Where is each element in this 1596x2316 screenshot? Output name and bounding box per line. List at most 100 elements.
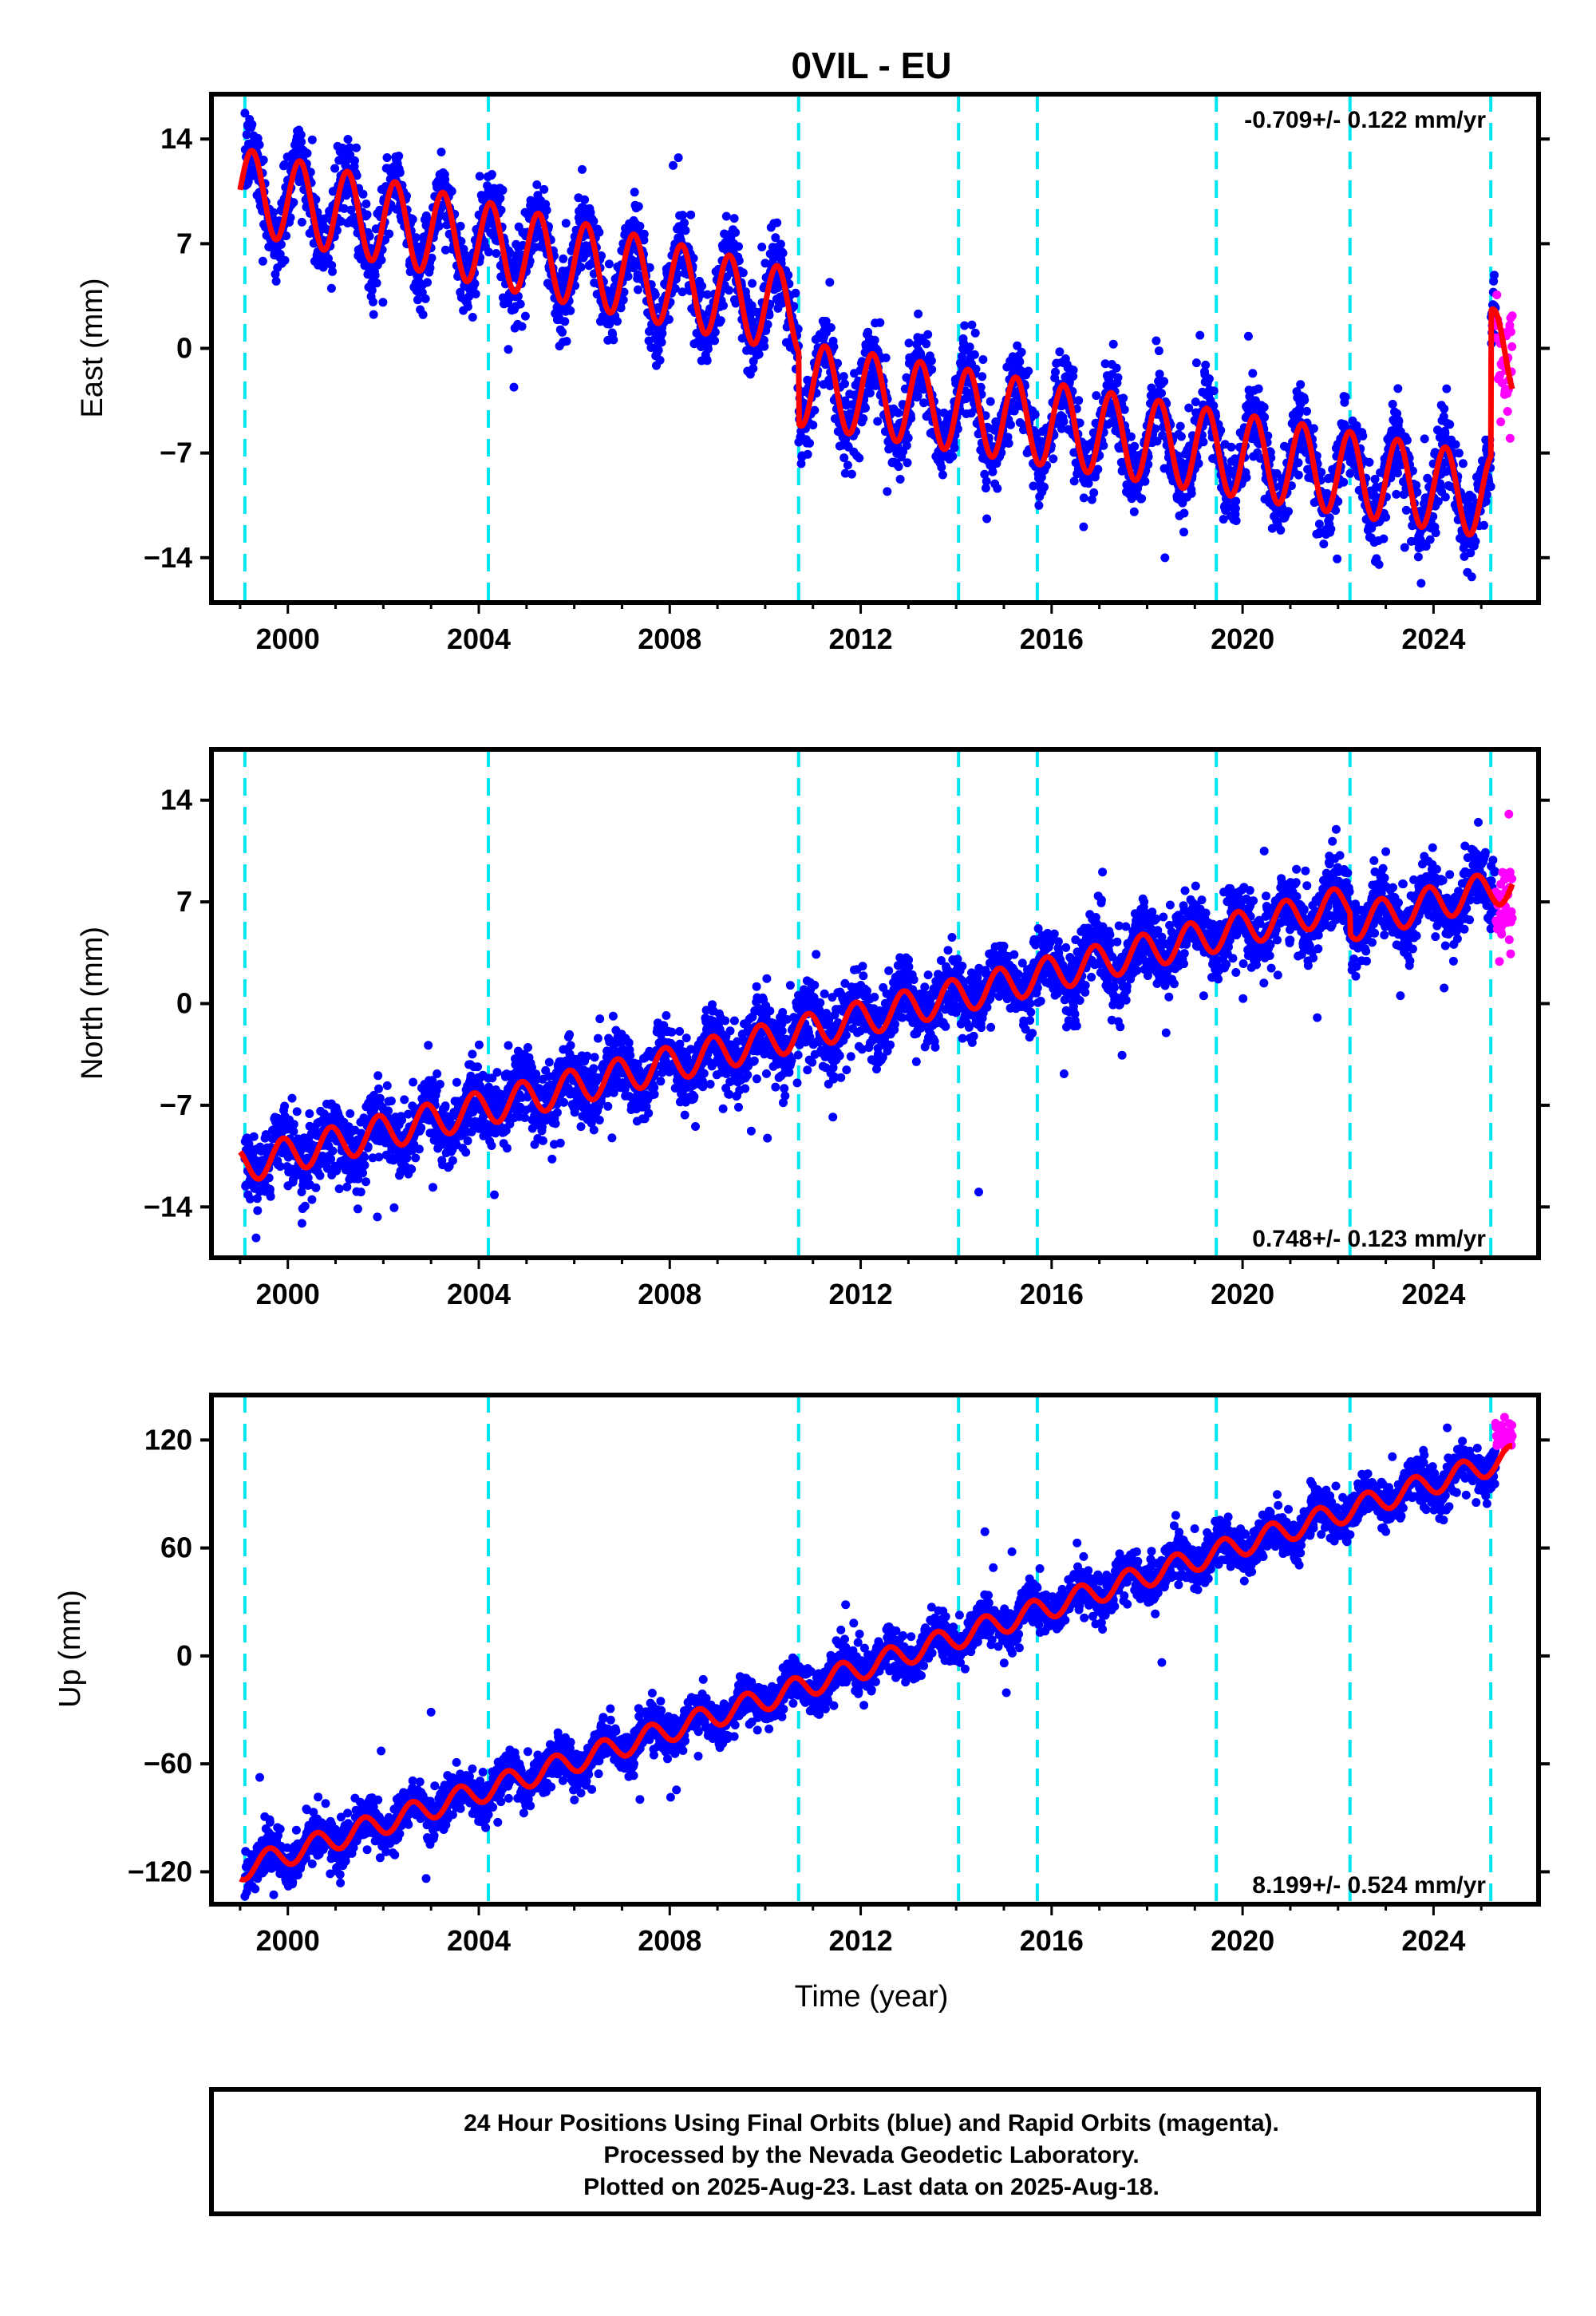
east-final-point	[903, 433, 913, 443]
east-rapid-point	[1507, 342, 1517, 351]
east-final-point	[378, 298, 388, 307]
east-final-point	[343, 135, 353, 144]
east-final-point	[903, 458, 912, 468]
east-y-tick-label: −7	[160, 437, 192, 469]
north-final-point	[490, 1190, 499, 1199]
north-final-point	[448, 1156, 457, 1165]
east-final-point	[655, 355, 665, 365]
east-final-point	[870, 335, 879, 345]
east-final-point	[1113, 373, 1123, 382]
east-final-point	[982, 514, 992, 524]
east-final-point	[1024, 366, 1033, 376]
east-final-point	[492, 249, 501, 258]
east-final-point	[805, 438, 814, 448]
north-final-point	[384, 1106, 393, 1116]
east-rapid-point	[1503, 407, 1512, 416]
east-final-point	[456, 236, 466, 246]
east-final-point	[914, 309, 923, 318]
east-final-point	[1486, 482, 1495, 492]
east-rapid-point	[1496, 417, 1506, 427]
north-final-point	[435, 1080, 444, 1089]
east-final-point	[1108, 339, 1118, 349]
east-final-point	[1248, 369, 1258, 378]
east-final-point	[875, 318, 885, 327]
east-final-point	[330, 164, 340, 173]
east-final-point	[839, 453, 849, 463]
east-final-point	[1201, 360, 1211, 370]
east-final-point	[1393, 384, 1403, 393]
east-final-point	[1400, 543, 1409, 552]
north-final-point	[253, 1206, 263, 1215]
east-final-point	[1490, 271, 1499, 280]
east-final-point	[1040, 482, 1049, 492]
east-final-point	[487, 170, 496, 179]
east-final-point	[367, 286, 377, 295]
east-final-point	[760, 342, 769, 351]
east-final-point	[296, 130, 306, 140]
east-final-point	[904, 338, 914, 348]
east-final-point	[504, 345, 513, 354]
east-final-point	[576, 263, 586, 272]
east-final-point	[1467, 572, 1476, 582]
east-final-point	[1374, 559, 1384, 569]
east-final-point	[1339, 477, 1349, 487]
east-final-point	[247, 120, 257, 129]
east-final-point	[1227, 442, 1236, 452]
east-final-point	[680, 218, 689, 227]
east-final-point	[883, 487, 892, 496]
east-final-point	[747, 301, 757, 310]
east-final-point	[670, 284, 680, 293]
north-plot-content	[238, 749, 1517, 1258]
east-final-point	[616, 303, 626, 313]
east-final-point	[678, 211, 687, 220]
east-final-point	[1402, 436, 1412, 445]
east-final-point	[1393, 468, 1402, 478]
east-final-point	[276, 239, 286, 249]
east-final-point	[731, 298, 741, 308]
east-final-point	[440, 245, 450, 255]
east-final-point	[370, 271, 380, 280]
east-final-point	[1365, 457, 1374, 467]
east-final-point	[463, 302, 472, 311]
east-y-tick-label: 0	[176, 332, 192, 365]
east-final-point	[1442, 384, 1452, 393]
east-final-point	[738, 268, 748, 278]
east-final-point	[645, 263, 654, 272]
east-final-point	[258, 256, 267, 266]
east-final-point	[1325, 513, 1334, 523]
east-final-point	[734, 242, 743, 251]
north-final-point	[356, 1188, 365, 1197]
east-final-point	[459, 244, 468, 254]
east-final-point	[562, 337, 571, 346]
east-final-point	[1309, 424, 1318, 433]
east-final-point	[978, 372, 987, 381]
east-final-point	[895, 475, 905, 484]
east-final-point	[689, 254, 698, 263]
east-final-point	[471, 289, 480, 298]
north-final-point	[400, 1095, 409, 1105]
east-final-point	[902, 441, 911, 450]
east-final-point	[539, 184, 549, 194]
north-final-point	[433, 1069, 442, 1078]
east-final-point	[776, 239, 785, 249]
east-final-point	[1284, 507, 1293, 516]
north-final-point	[386, 1097, 396, 1105]
east-final-point	[1194, 459, 1203, 468]
east-final-point	[1300, 395, 1310, 405]
east-rapid-point	[1505, 433, 1515, 443]
east-final-point	[421, 294, 430, 303]
east-final-point	[1099, 441, 1108, 450]
east-final-point	[719, 301, 728, 310]
east-final-point	[748, 279, 757, 288]
north-final-point	[353, 1204, 362, 1214]
east-y-tick-label: 7	[176, 227, 192, 259]
north-final-orbit-points	[240, 817, 1500, 1243]
east-final-point	[372, 279, 381, 288]
north-final-point	[375, 1093, 385, 1103]
north-final-point	[374, 1152, 384, 1162]
east-final-point	[418, 310, 428, 319]
north-final-point	[440, 1101, 450, 1111]
east-final-point	[1175, 421, 1185, 431]
east-final-point	[1296, 380, 1306, 389]
